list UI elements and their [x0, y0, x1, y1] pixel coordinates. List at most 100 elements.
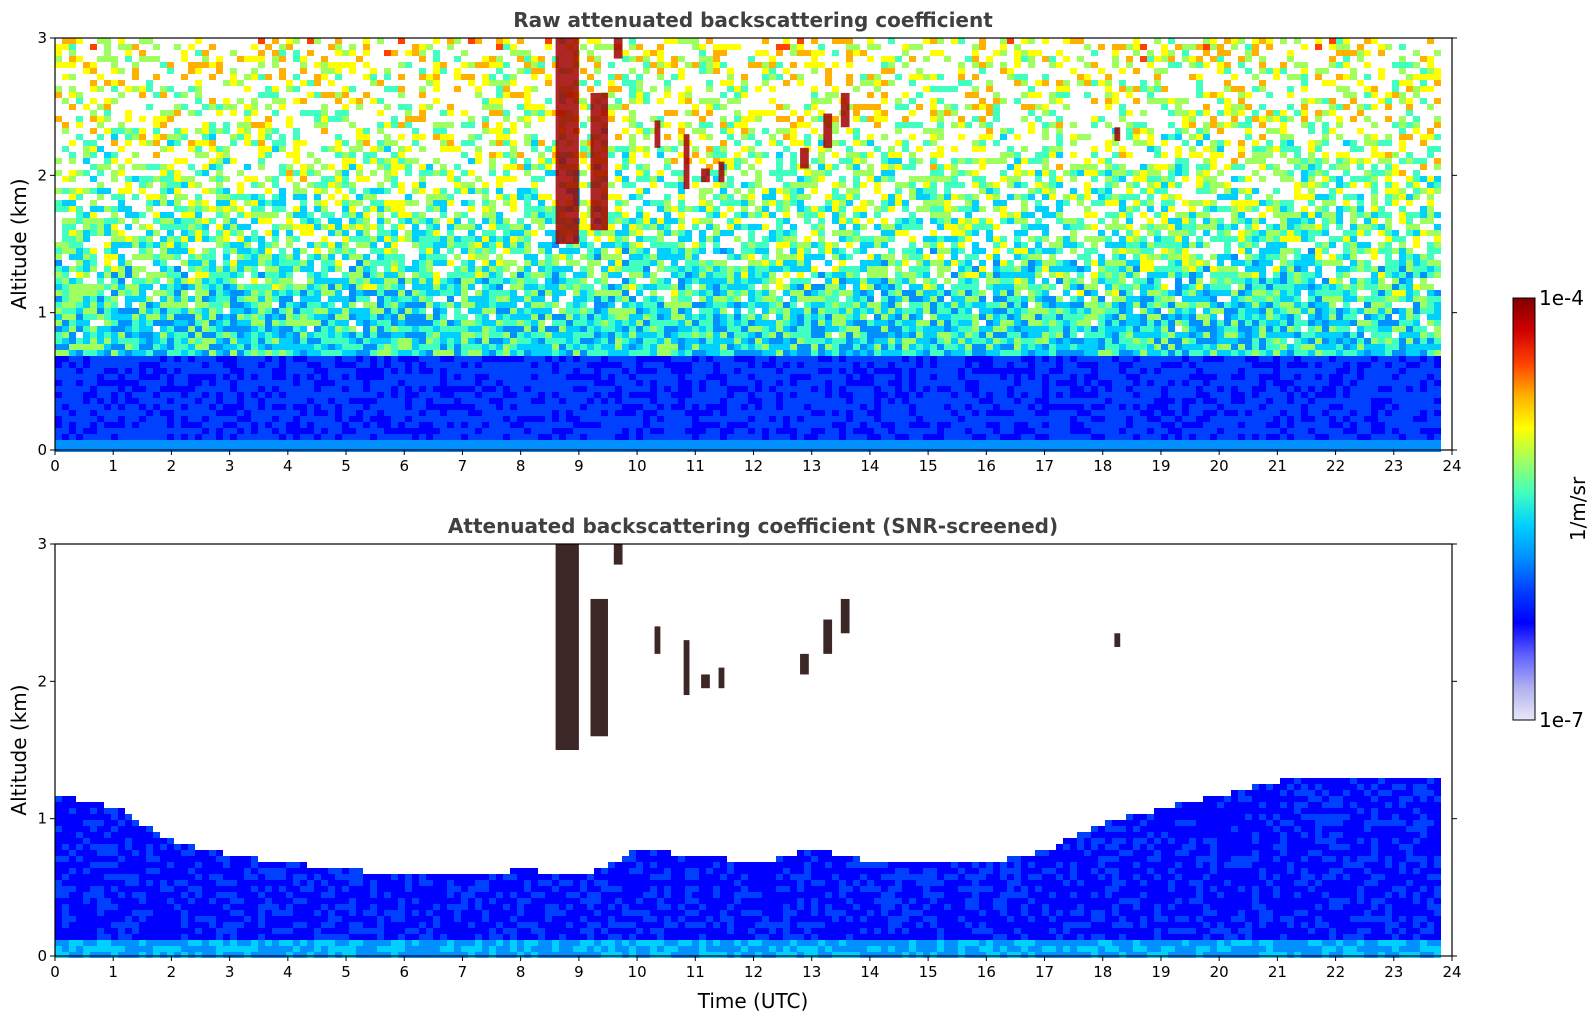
heatmap-cell [468, 260, 475, 266]
heatmap-cell [370, 440, 377, 446]
heatmap-cell [419, 368, 426, 374]
heatmap-cell [209, 326, 216, 332]
heatmap-cell [601, 410, 608, 416]
heatmap-cell [293, 254, 300, 260]
heatmap-cell [461, 398, 468, 404]
heatmap-cell [531, 206, 538, 212]
heatmap-cell [559, 392, 566, 398]
heatmap-cell [636, 80, 643, 86]
heatmap-cell [622, 368, 629, 374]
heatmap-cell [391, 320, 398, 326]
heatmap-cell [538, 296, 545, 302]
heatmap-cell [244, 308, 251, 314]
heatmap-cell [517, 320, 524, 326]
heatmap-cell [580, 332, 587, 338]
heatmap-cell [104, 152, 111, 158]
heatmap-cell [230, 194, 237, 200]
heatmap-cell [321, 62, 328, 68]
heatmap-cell [545, 398, 552, 404]
heatmap-cell [244, 362, 251, 368]
heatmap-cell [699, 296, 706, 302]
heatmap-cell [545, 230, 552, 236]
heatmap-cell [587, 398, 594, 404]
heatmap-cell [377, 230, 384, 236]
heatmap-cell [503, 422, 510, 428]
heatmap-cell [713, 248, 720, 254]
heatmap-cell [160, 422, 167, 428]
heatmap-cell [160, 254, 167, 260]
heatmap-cell [237, 296, 244, 302]
heatmap-cell [503, 392, 510, 398]
heatmap-cell [727, 44, 734, 50]
heatmap-cell [223, 416, 230, 422]
heatmap-cell [538, 302, 545, 308]
heatmap-cell [643, 416, 650, 422]
heatmap-cell [489, 434, 496, 440]
heatmap-cell [230, 308, 237, 314]
heatmap-cell [489, 80, 496, 86]
heatmap-cell [118, 188, 125, 194]
heatmap-cell [433, 194, 440, 200]
heatmap-cell [391, 422, 398, 428]
heatmap-cell [279, 326, 286, 332]
heatmap-cell [650, 218, 657, 224]
heatmap-cell [496, 446, 503, 452]
heatmap-cell [363, 50, 370, 56]
heatmap-cell [328, 416, 335, 422]
heatmap-cell [461, 338, 468, 344]
heatmap-cell [69, 200, 76, 206]
heatmap-cell [503, 260, 510, 266]
heatmap-cell [202, 140, 209, 146]
heatmap-cell [139, 284, 146, 290]
heatmap-cell [279, 74, 286, 80]
heatmap-cell [377, 410, 384, 416]
heatmap-cell [433, 242, 440, 248]
heatmap-cell [279, 446, 286, 452]
heatmap-cell [629, 392, 636, 398]
heatmap-cell [580, 266, 587, 272]
heatmap-cell [174, 92, 181, 98]
heatmap-cell [741, 326, 748, 332]
heatmap-cell [636, 218, 643, 224]
heatmap-cell [202, 356, 209, 362]
heatmap-cell [552, 170, 559, 176]
heatmap-cell [314, 332, 321, 338]
heatmap-cell [202, 398, 209, 404]
heatmap-cell [657, 422, 664, 428]
heatmap-cell [517, 308, 524, 314]
heatmap-cell [489, 308, 496, 314]
heatmap-cell [153, 302, 160, 308]
heatmap-cell [118, 194, 125, 200]
heatmap-cell [230, 50, 237, 56]
heatmap-cell [265, 302, 272, 308]
heatmap-cell [118, 290, 125, 296]
heatmap-cell [650, 440, 657, 446]
heatmap-cell [251, 392, 258, 398]
heatmap-cell [321, 398, 328, 404]
heatmap-cell [97, 404, 104, 410]
heatmap-cell [496, 176, 503, 182]
heatmap-cell [307, 38, 314, 44]
heatmap-cell [251, 398, 258, 404]
heatmap-cell [475, 146, 482, 152]
heatmap-cell [510, 296, 517, 302]
heatmap-cell [699, 134, 706, 140]
heatmap-cell [629, 86, 636, 92]
heatmap-cell [720, 416, 727, 422]
heatmap-cell [62, 278, 69, 284]
heatmap-cell [139, 350, 146, 356]
heatmap-cell [454, 368, 461, 374]
heatmap-cell [594, 416, 601, 422]
heatmap-cell [608, 146, 615, 152]
heatmap-cell [727, 410, 734, 416]
heatmap-cell [580, 428, 587, 434]
heatmap-cell [510, 278, 517, 284]
heatmap-cell [545, 260, 552, 266]
heatmap-cell [426, 170, 433, 176]
heatmap-cell [160, 362, 167, 368]
heatmap-cell [104, 206, 111, 212]
heatmap-cell [251, 302, 258, 308]
heatmap-cell [111, 350, 118, 356]
heatmap-cell [643, 236, 650, 242]
heatmap-cell [713, 434, 720, 440]
